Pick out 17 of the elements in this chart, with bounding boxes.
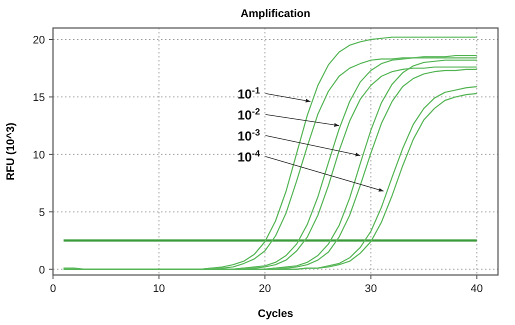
y-axis-title: RFU (10^3) (5, 122, 17, 180)
y-tick-label: 5 (38, 206, 45, 219)
annotation: 10$^{-3}$ (237, 128, 260, 144)
annotation: 10$^{-2}$ (237, 106, 260, 123)
x-tick-label: 20 (258, 283, 272, 295)
x-axis-title: Cycles (258, 308, 294, 320)
annotation: 10$^{-1}$ (237, 86, 260, 102)
y-tick-label: 20 (32, 34, 45, 46)
chart-title: Amplification (240, 8, 311, 20)
annotation: 10$^{-4}$ (237, 148, 261, 165)
x-tick-label: 30 (364, 283, 377, 295)
x-tick-label: 0 (50, 283, 56, 295)
y-tick-label: 15 (32, 92, 45, 104)
y-tick-label: 10 (32, 149, 45, 162)
x-tick-label: 10 (152, 283, 166, 295)
x-tick-label: 40 (470, 283, 483, 295)
y-tick-label: 0 (38, 264, 45, 276)
